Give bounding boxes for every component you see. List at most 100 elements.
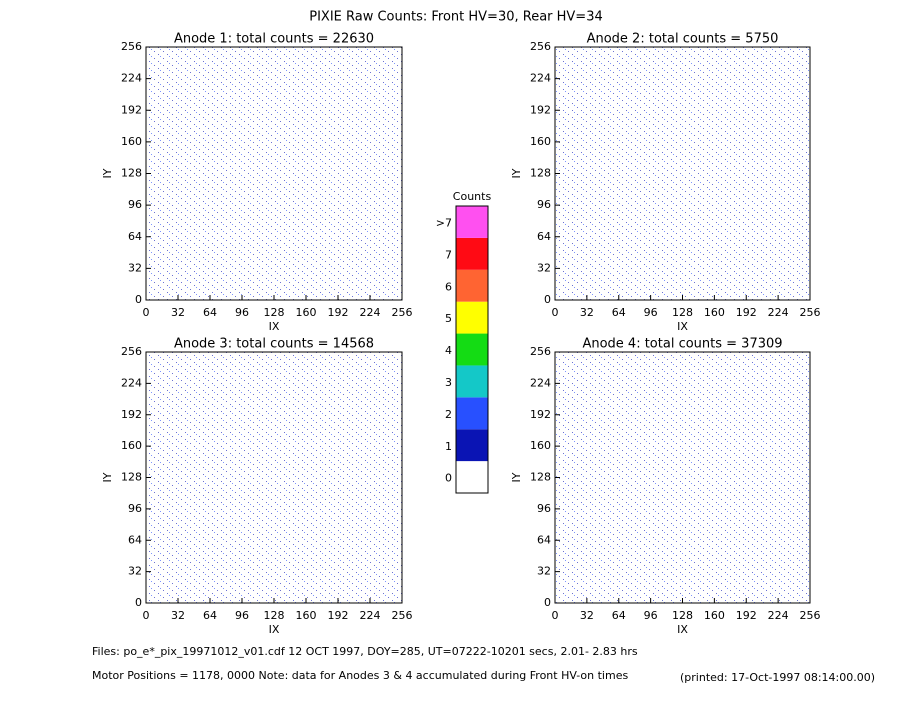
colorbar-swatch [456, 461, 488, 493]
colorbar-label: >7 [436, 217, 452, 230]
y-tick-label: 96 [537, 502, 551, 515]
x-tick-label: 32 [580, 609, 594, 622]
y-tick-label: 32 [128, 261, 142, 274]
y-tick-label: 256 [121, 345, 142, 358]
y-tick-label: 160 [121, 135, 142, 148]
y-tick-label: 96 [128, 198, 142, 211]
colorbar-label: 1 [445, 440, 452, 453]
x-tick-label: 64 [612, 609, 626, 622]
colorbar-swatch [456, 397, 488, 430]
colorbar-label: 5 [445, 312, 452, 325]
y-tick-label: 160 [530, 135, 551, 148]
footer-printed: (printed: 17-Oct-1997 08:14:00.00) [680, 671, 875, 684]
y-axis-label: IY [510, 472, 523, 482]
y-tick-label: 64 [128, 533, 142, 546]
x-axis-label: IX [677, 623, 688, 636]
page-title: PIXIE Raw Counts: Front HV=30, Rear HV=3… [309, 10, 603, 25]
y-tick-label: 160 [121, 439, 142, 452]
colorbar-frame [455, 205, 489, 494]
y-axis-label: IY [101, 472, 114, 482]
x-tick-label: 224 [768, 609, 789, 622]
y-tick-label: 256 [530, 40, 551, 53]
x-axis-label: IX [677, 320, 688, 333]
y-tick-label: 192 [530, 408, 551, 421]
x-tick-label: 0 [552, 306, 559, 319]
panel-title: Anode 1: total counts = 22630 [174, 32, 374, 47]
y-tick-label: 128 [121, 471, 142, 484]
x-tick-label: 128 [672, 609, 693, 622]
y-tick-label: 160 [530, 439, 551, 452]
x-tick-label: 192 [736, 306, 757, 319]
y-tick-label: 128 [530, 471, 551, 484]
colorbar-label: 0 [445, 472, 452, 485]
x-tick-label: 192 [328, 609, 349, 622]
plot-texture [146, 352, 402, 603]
x-tick-label: 64 [612, 306, 626, 319]
plot-texture [146, 47, 402, 300]
x-tick-label: 32 [171, 306, 185, 319]
y-tick-label: 192 [121, 103, 142, 116]
y-tick-label: 32 [128, 565, 142, 578]
plot-texture [555, 352, 810, 603]
y-tick-label: 256 [530, 345, 551, 358]
y-tick-label: 128 [121, 167, 142, 180]
y-tick-label: 0 [135, 596, 142, 609]
y-axis-label: IY [510, 168, 523, 178]
y-tick-label: 192 [121, 408, 142, 421]
x-tick-label: 32 [580, 306, 594, 319]
y-tick-label: 224 [530, 376, 551, 389]
x-tick-label: 96 [644, 306, 658, 319]
x-tick-label: 224 [360, 609, 381, 622]
x-tick-label: 192 [328, 306, 349, 319]
y-tick-label: 128 [530, 167, 551, 180]
y-tick-label: 224 [530, 72, 551, 85]
x-tick-label: 128 [672, 306, 693, 319]
y-tick-label: 0 [544, 596, 551, 609]
x-tick-label: 256 [800, 609, 821, 622]
x-tick-label: 128 [264, 306, 285, 319]
x-tick-label: 192 [736, 609, 757, 622]
y-axis-label: IY [101, 168, 114, 178]
y-tick-label: 64 [537, 230, 551, 243]
y-tick-label: 96 [537, 198, 551, 211]
x-tick-label: 224 [768, 306, 789, 319]
colorbar-label: 7 [445, 248, 452, 261]
colorbar-swatch [456, 365, 488, 398]
x-tick-label: 0 [143, 609, 150, 622]
y-tick-label: 32 [537, 565, 551, 578]
y-tick-label: 256 [121, 40, 142, 53]
x-axis-label: IX [269, 623, 280, 636]
footer-motor: Motor Positions = 1178, 0000 Note: data … [92, 669, 628, 682]
y-tick-label: 64 [128, 230, 142, 243]
x-tick-label: 256 [392, 306, 413, 319]
colorbar-swatch [456, 237, 488, 270]
panel-title: Anode 2: total counts = 5750 [587, 32, 779, 47]
x-tick-label: 32 [171, 609, 185, 622]
colorbar-swatch [456, 429, 488, 462]
colorbar-label: 4 [445, 344, 452, 357]
x-tick-label: 64 [203, 609, 217, 622]
y-tick-label: 224 [121, 72, 142, 85]
y-tick-label: 96 [128, 502, 142, 515]
y-tick-label: 224 [121, 376, 142, 389]
x-axis-label: IX [269, 320, 280, 333]
x-tick-label: 160 [296, 609, 317, 622]
x-tick-label: 96 [644, 609, 658, 622]
x-tick-label: 160 [704, 609, 725, 622]
colorbar-swatch [456, 206, 488, 238]
colorbar-title: Counts [453, 190, 492, 203]
y-tick-label: 32 [537, 261, 551, 274]
panel-title: Anode 4: total counts = 37309 [582, 337, 782, 352]
y-tick-label: 64 [537, 533, 551, 546]
x-tick-label: 0 [552, 609, 559, 622]
footer-files: Files: po_e*_pix_19971012_v01.cdf 12 OCT… [92, 645, 638, 658]
colorbar-swatch [456, 333, 488, 366]
colorbar-swatch [456, 269, 488, 302]
x-tick-label: 128 [264, 609, 285, 622]
y-tick-label: 192 [530, 103, 551, 116]
x-tick-label: 160 [296, 306, 317, 319]
y-tick-label: 0 [135, 293, 142, 306]
x-tick-label: 0 [143, 306, 150, 319]
x-tick-label: 96 [235, 306, 249, 319]
